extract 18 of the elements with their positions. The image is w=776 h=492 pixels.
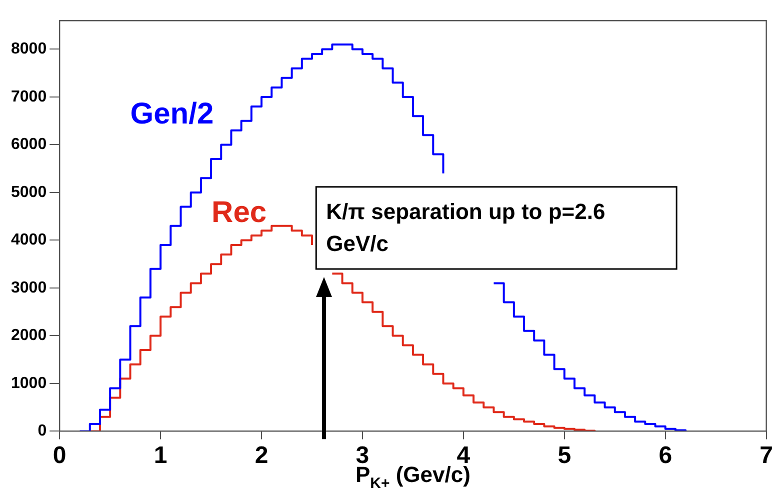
x-tick-label: 5 bbox=[558, 442, 572, 470]
x-tick-label: 2 bbox=[254, 442, 268, 470]
x-tick-label: 7 bbox=[760, 442, 774, 470]
y-tick-label: 7000 bbox=[11, 88, 47, 106]
y-tick-label: 4000 bbox=[11, 232, 47, 249]
y-tick-label: 8000 bbox=[11, 40, 47, 58]
series-label: Gen/2 bbox=[130, 98, 214, 131]
x-tick-label: 6 bbox=[658, 442, 672, 470]
y-tick-label: 0 bbox=[38, 422, 47, 440]
y-tick-label: 5000 bbox=[11, 184, 47, 201]
y-tick-label: 6000 bbox=[11, 136, 47, 154]
y-tick-label: 2000 bbox=[11, 327, 47, 344]
annotation: K/π separation up to p=2.6 GeV/c bbox=[326, 198, 606, 256]
series-label: Rec bbox=[212, 196, 267, 230]
y-tick-label: 1000 bbox=[11, 374, 47, 392]
x-tick-label: 1 bbox=[154, 442, 168, 470]
y-tick-label: 3000 bbox=[11, 279, 47, 296]
x-tick-label: 0 bbox=[52, 442, 66, 470]
